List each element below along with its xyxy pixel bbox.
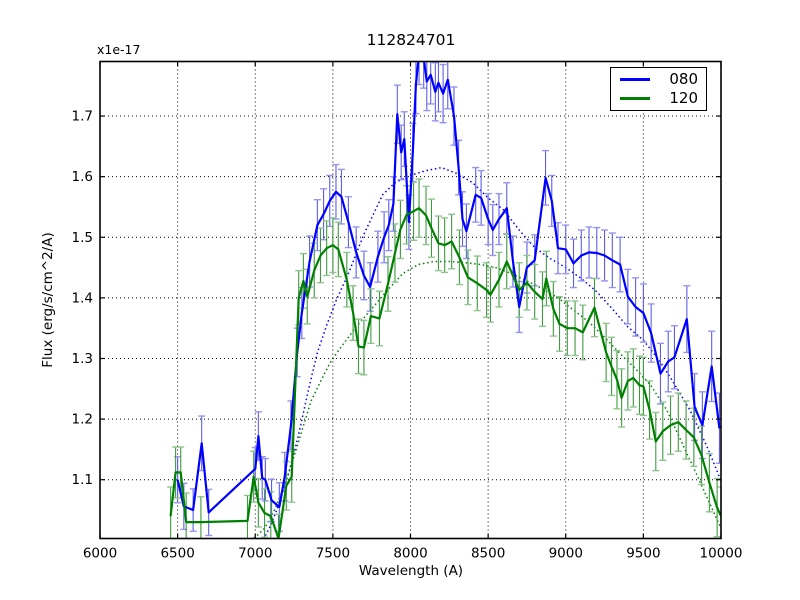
svg-text:1.1: 1.1 (72, 472, 93, 488)
svg-text:1.2: 1.2 (72, 412, 93, 428)
y-axis-offset-factor: x1e-17 (97, 42, 141, 57)
svg-text:1.6: 1.6 (72, 169, 93, 185)
svg-text:10000: 10000 (700, 546, 743, 562)
svg-text:7000: 7000 (238, 546, 272, 562)
x-axis-label: Wavelength (A) (358, 563, 464, 579)
chart-title: 112824701 (366, 31, 456, 49)
legend-line-sample-080 (620, 77, 650, 81)
svg-text:7500: 7500 (316, 546, 350, 562)
legend-label-120: 120 (669, 89, 698, 108)
legend: 080 120 (610, 67, 707, 111)
legend-line-sample-120 (620, 97, 650, 101)
svg-text:6500: 6500 (160, 546, 194, 562)
svg-text:9000: 9000 (549, 546, 583, 562)
svg-text:1.5: 1.5 (72, 230, 93, 246)
svg-text:1.7: 1.7 (72, 109, 93, 125)
svg-text:9500: 9500 (626, 546, 660, 562)
svg-text:8000: 8000 (393, 546, 427, 562)
legend-label-080: 080 (669, 69, 698, 88)
legend-item-120: 120 (620, 89, 698, 108)
y-axis-label: Flux (erg/s/cm^2/A) (40, 232, 56, 368)
svg-text:1.4: 1.4 (72, 290, 93, 306)
svg-text:6000: 6000 (83, 546, 117, 562)
svg-text:8500: 8500 (471, 546, 505, 562)
legend-item-080: 080 (620, 70, 698, 89)
svg-text:1.3: 1.3 (72, 351, 93, 367)
